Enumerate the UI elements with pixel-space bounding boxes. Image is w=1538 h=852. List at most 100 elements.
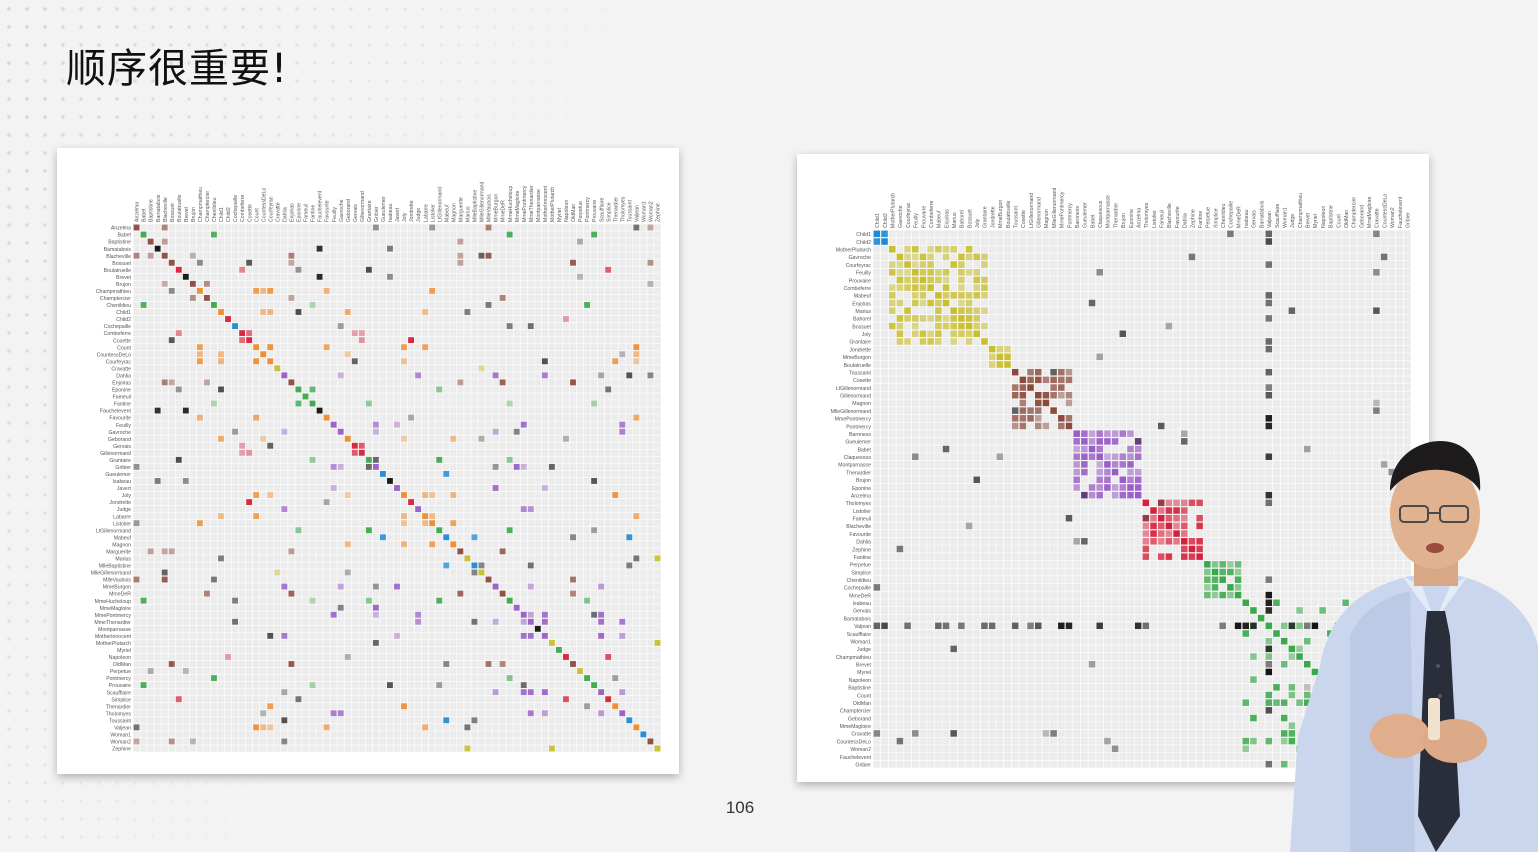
matrix-column-label: Gueulemer [1083, 202, 1089, 228]
matrix-column-label: MotherPlutarch [550, 187, 556, 222]
matrix-cell [1127, 445, 1134, 453]
matrix-row-label: MotherPlutarch [96, 641, 131, 647]
matrix-cell [942, 253, 950, 261]
matrix-cell [520, 682, 527, 689]
matrix-row-label: Favourite [849, 532, 871, 538]
matrix-column-label: Cosette [1021, 210, 1027, 228]
matrix-cell [584, 703, 590, 710]
matrix-cell [450, 492, 457, 498]
matrix-cell [904, 261, 911, 268]
matrix-cell [973, 292, 980, 299]
matrix-column-label: Marius [466, 206, 472, 222]
matrix-cell [323, 287, 330, 294]
matrix-cell [626, 534, 633, 541]
matrix-cell [288, 590, 295, 597]
matrix-row-label: MlleBaptistine [99, 564, 131, 570]
matrix-row-label: Gueulemer [845, 440, 871, 446]
matrix-cell [619, 689, 626, 696]
matrix-cell [1265, 760, 1273, 768]
matrix-cell [965, 338, 973, 345]
matrix-cell [633, 358, 640, 365]
matrix-cell [619, 632, 626, 639]
matrix-row-label: Champmathieu [836, 655, 871, 661]
matrix-cell [1273, 599, 1280, 606]
matrix-cell [612, 492, 619, 498]
matrix-cell [1157, 522, 1165, 530]
matrix-cell [211, 576, 217, 583]
matrix-cell [253, 287, 260, 294]
matrix-cell [401, 492, 407, 498]
matrix-cell [295, 400, 302, 407]
matrix-column-label: CountessDeLo [261, 188, 267, 222]
matrix-row-label: Cravatte [111, 366, 131, 372]
matrix-row-label: MmeBurgon [843, 355, 871, 361]
matrix-column-label: Woman2 [649, 201, 655, 222]
matrix-cell [358, 442, 365, 449]
matrix-cell [218, 386, 224, 393]
matrix-row-label: Labarre [113, 514, 131, 520]
matrix-cell [1134, 453, 1142, 460]
matrix-cell [175, 696, 182, 703]
matrix-cell [408, 337, 414, 344]
matrix-cell [316, 245, 323, 252]
matrix-cell [485, 576, 492, 583]
matrix-cell [302, 393, 309, 400]
matrix-cell [464, 309, 471, 315]
matrix-row-label: Fantine [114, 402, 131, 408]
matrix-cell [1196, 522, 1203, 530]
matrix-cell [457, 252, 464, 259]
matrix-row-label: Courfeyrac [846, 263, 872, 269]
matrix-cell [408, 414, 414, 421]
matrix-cell [485, 224, 492, 231]
matrix-column-label: Tholomyes [620, 196, 626, 222]
matrix-cell [1265, 415, 1273, 422]
matrix-row-label: Cravatte [851, 732, 871, 738]
matrix-cell [1096, 622, 1103, 630]
matrix-cell [1250, 714, 1257, 722]
matrix-cell [912, 261, 919, 268]
matrix-column-label: Cravatte [275, 202, 281, 222]
matrix-cell [981, 292, 988, 299]
matrix-cell [647, 280, 654, 287]
matrix-cell [274, 365, 281, 372]
matrix-cell [996, 353, 1004, 361]
matrix-column-label: Scaufflaire [599, 197, 605, 222]
matrix-cell [464, 555, 471, 562]
matrix-column-label: Simplice [606, 202, 612, 222]
matrix-cell [1019, 384, 1027, 391]
matrix-column-label: Child1 [219, 207, 225, 222]
matrix-cell [351, 358, 358, 365]
matrix-cell [919, 261, 927, 268]
matrix-column-label: Champtercier [205, 191, 211, 222]
matrix-cell [485, 302, 492, 308]
matrix-cell [1265, 737, 1273, 745]
matrix-cell [1273, 699, 1280, 706]
matrix-cell [927, 245, 934, 253]
matrix-cell [570, 379, 576, 386]
matrix-cell [1096, 476, 1103, 484]
matrix-cell [1035, 392, 1042, 399]
matrix-cell [912, 299, 919, 307]
matrix-cell [965, 322, 973, 330]
matrix-cell [499, 295, 506, 301]
matrix-cell [647, 224, 654, 231]
matrix-row-label: Woman1 [850, 639, 871, 645]
matrix-cell [919, 338, 927, 345]
matrix-cell [1219, 576, 1226, 583]
matrix-cell [1204, 584, 1211, 591]
matrix-cell [161, 576, 168, 583]
matrix-cell [1265, 261, 1273, 268]
matrix-row-label: Anzelma [111, 226, 131, 232]
matrix-cell [626, 717, 633, 724]
matrix-cell [288, 661, 295, 667]
matrix-cell [330, 485, 337, 491]
matrix-row-label: Bahorel [853, 317, 871, 323]
matrix-cell [1111, 484, 1119, 491]
matrix-cell [1311, 622, 1319, 630]
matrix-cell [633, 513, 640, 520]
matrix-cell [281, 372, 288, 379]
matrix-cell [1181, 522, 1188, 530]
matrix-cell [1242, 630, 1249, 637]
matrix-row-label: Child1 [856, 232, 871, 238]
matrix-cell [598, 372, 605, 379]
